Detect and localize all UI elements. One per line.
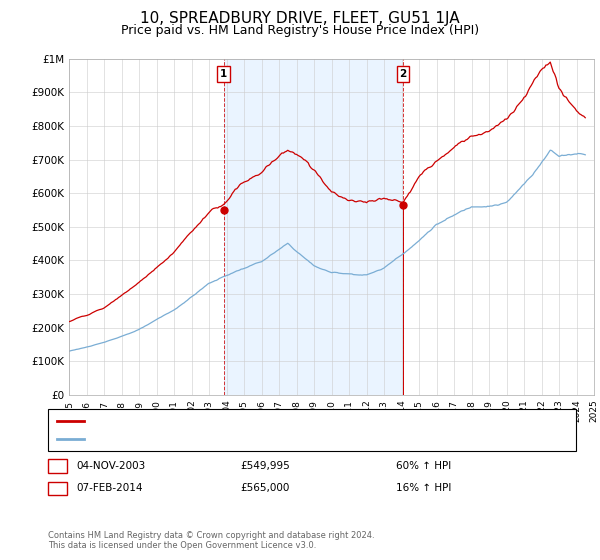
Text: Contains HM Land Registry data © Crown copyright and database right 2024.
This d: Contains HM Land Registry data © Crown c… (48, 530, 374, 550)
Text: £549,995: £549,995 (240, 461, 290, 471)
Text: 07-FEB-2014: 07-FEB-2014 (77, 483, 143, 493)
Text: 60% ↑ HPI: 60% ↑ HPI (396, 461, 451, 471)
Text: 2: 2 (54, 483, 61, 493)
Text: Price paid vs. HM Land Registry's House Price Index (HPI): Price paid vs. HM Land Registry's House … (121, 24, 479, 36)
Text: HPI: Average price, detached house, Hart: HPI: Average price, detached house, Hart (90, 434, 296, 444)
Bar (224, 59, 403, 395)
Text: 1: 1 (54, 461, 61, 471)
Text: £565,000: £565,000 (240, 483, 289, 493)
Text: 16% ↑ HPI: 16% ↑ HPI (396, 483, 451, 493)
Text: 10, SPREADBURY DRIVE, FLEET, GU51 1JA (detached house): 10, SPREADBURY DRIVE, FLEET, GU51 1JA (d… (90, 416, 389, 426)
Text: 10, SPREADBURY DRIVE, FLEET, GU51 1JA: 10, SPREADBURY DRIVE, FLEET, GU51 1JA (140, 11, 460, 26)
Text: 2: 2 (400, 69, 407, 79)
Text: 04-NOV-2003: 04-NOV-2003 (77, 461, 146, 471)
Text: 1: 1 (220, 69, 227, 79)
